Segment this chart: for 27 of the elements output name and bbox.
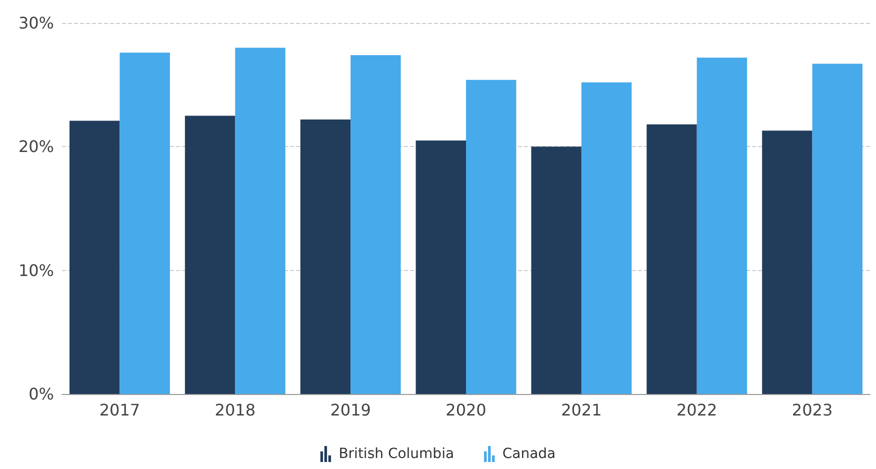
bar bbox=[350, 55, 401, 394]
bar bbox=[184, 116, 236, 394]
y-tick-label: 20% bbox=[18, 137, 54, 156]
x-tick-label: 2017 bbox=[99, 400, 140, 420]
bar bbox=[646, 124, 697, 394]
x-tick-label: 2019 bbox=[330, 400, 371, 420]
bar bbox=[581, 82, 632, 394]
y-tick-label: 30% bbox=[18, 14, 54, 32]
bar bbox=[812, 64, 862, 394]
bar bbox=[416, 140, 466, 394]
legend-label: British Columbia bbox=[338, 446, 454, 462]
x-tick-label: 2018 bbox=[214, 400, 256, 420]
bar bbox=[300, 119, 351, 394]
bar bbox=[696, 58, 748, 394]
bar bbox=[120, 52, 170, 394]
x-tick-label: 2021 bbox=[561, 400, 602, 420]
bar bbox=[235, 48, 286, 394]
bar bbox=[466, 80, 516, 394]
bar bbox=[531, 146, 582, 394]
x-tick-label: 2023 bbox=[792, 400, 833, 420]
x-tick-label: 2022 bbox=[676, 400, 718, 420]
x-tick-label: 2020 bbox=[446, 400, 486, 420]
y-tick-label: 0% bbox=[28, 384, 54, 404]
y-tick-label: 10% bbox=[18, 260, 54, 280]
bar bbox=[762, 130, 812, 394]
legend-label: Canada bbox=[502, 446, 556, 462]
bar bbox=[70, 120, 120, 394]
